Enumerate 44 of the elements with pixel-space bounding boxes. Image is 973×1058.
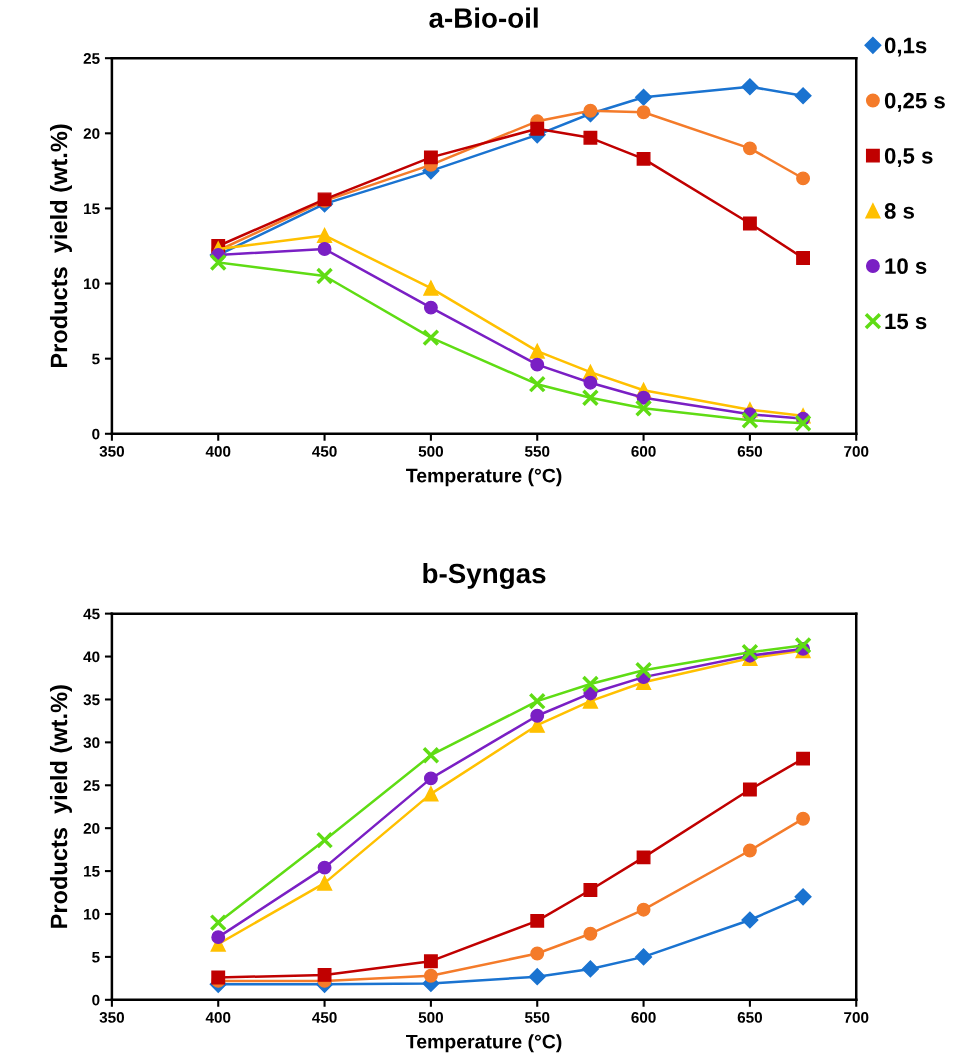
chart-title: a-Bio-oil	[429, 7, 538, 28]
y-tick-label: 10	[84, 278, 100, 290]
x-tick-label: 650	[737, 1012, 763, 1023]
x-tick-label: 450	[312, 445, 337, 457]
x-tick-label: 600	[631, 1012, 656, 1023]
y-tick-label: 25	[83, 53, 100, 64]
x-tick-label: 550	[524, 1012, 550, 1023]
y-tick-label: 30	[83, 737, 100, 749]
y-tick-label: 15	[84, 866, 100, 877]
y-tick-label: 5	[92, 353, 100, 365]
y-tick-label: 10	[84, 908, 100, 920]
x-tick-label: 700	[844, 1012, 869, 1023]
x-tick-label: 700	[844, 445, 869, 457]
x-tick-label: 350	[99, 1012, 125, 1023]
legend-label: 8 s	[884, 203, 914, 219]
y-tick-label: 20	[83, 823, 100, 834]
y-tick-label: 0	[92, 994, 100, 1006]
y-tick-label: 5	[92, 951, 100, 963]
y-tick-label: 15	[84, 203, 100, 215]
x-tick-label: 500	[418, 1012, 444, 1023]
legend-label: 0,1s	[884, 37, 927, 57]
chart-title: b-Syngas	[423, 562, 546, 589]
y-tick-label: 40	[83, 651, 100, 663]
y-axis-title: Products yield (wt.%)	[49, 124, 72, 368]
x-tick-label: 550	[524, 445, 550, 457]
x-tick-label: 400	[205, 1012, 231, 1023]
y-tick-label: 0	[92, 428, 100, 440]
y-axis-title: Products yield (wt.%)	[49, 685, 72, 928]
x-tick-label: 350	[99, 445, 125, 457]
x-axis-title: Temperature (°C)	[406, 1034, 562, 1053]
x-tick-label: 650	[737, 445, 763, 457]
x-tick-label: 400	[205, 445, 231, 457]
x-tick-label: 600	[631, 445, 656, 457]
y-tick-label: 25	[83, 780, 100, 791]
x-axis-title: Temperature (°C)	[406, 468, 562, 487]
x-tick-label: 450	[312, 1012, 337, 1023]
y-tick-label: 35	[83, 694, 100, 706]
legend-label: 15 s	[885, 313, 927, 330]
legend-label: 0,5 s	[884, 147, 933, 167]
y-tick-label: 45	[83, 608, 100, 620]
legend-label: 0,25 s	[884, 92, 945, 112]
y-tick-label: 20	[83, 128, 100, 139]
legend-label: 10 s	[885, 258, 927, 274]
x-tick-label: 500	[418, 445, 444, 457]
